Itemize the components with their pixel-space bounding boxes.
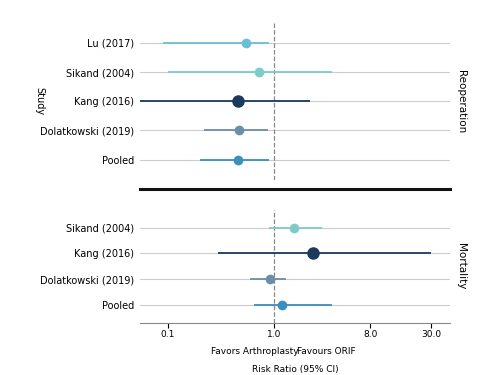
Text: Favours ORIF: Favours ORIF (296, 347, 356, 356)
Text: Favors Arthroplasty: Favors Arthroplasty (211, 347, 298, 356)
Text: Risk Ratio (95% CI): Risk Ratio (95% CI) (252, 365, 338, 374)
Text: Mortality: Mortality (456, 243, 466, 290)
Y-axis label: Study: Study (35, 87, 45, 116)
Text: Reoperation: Reoperation (456, 70, 466, 133)
